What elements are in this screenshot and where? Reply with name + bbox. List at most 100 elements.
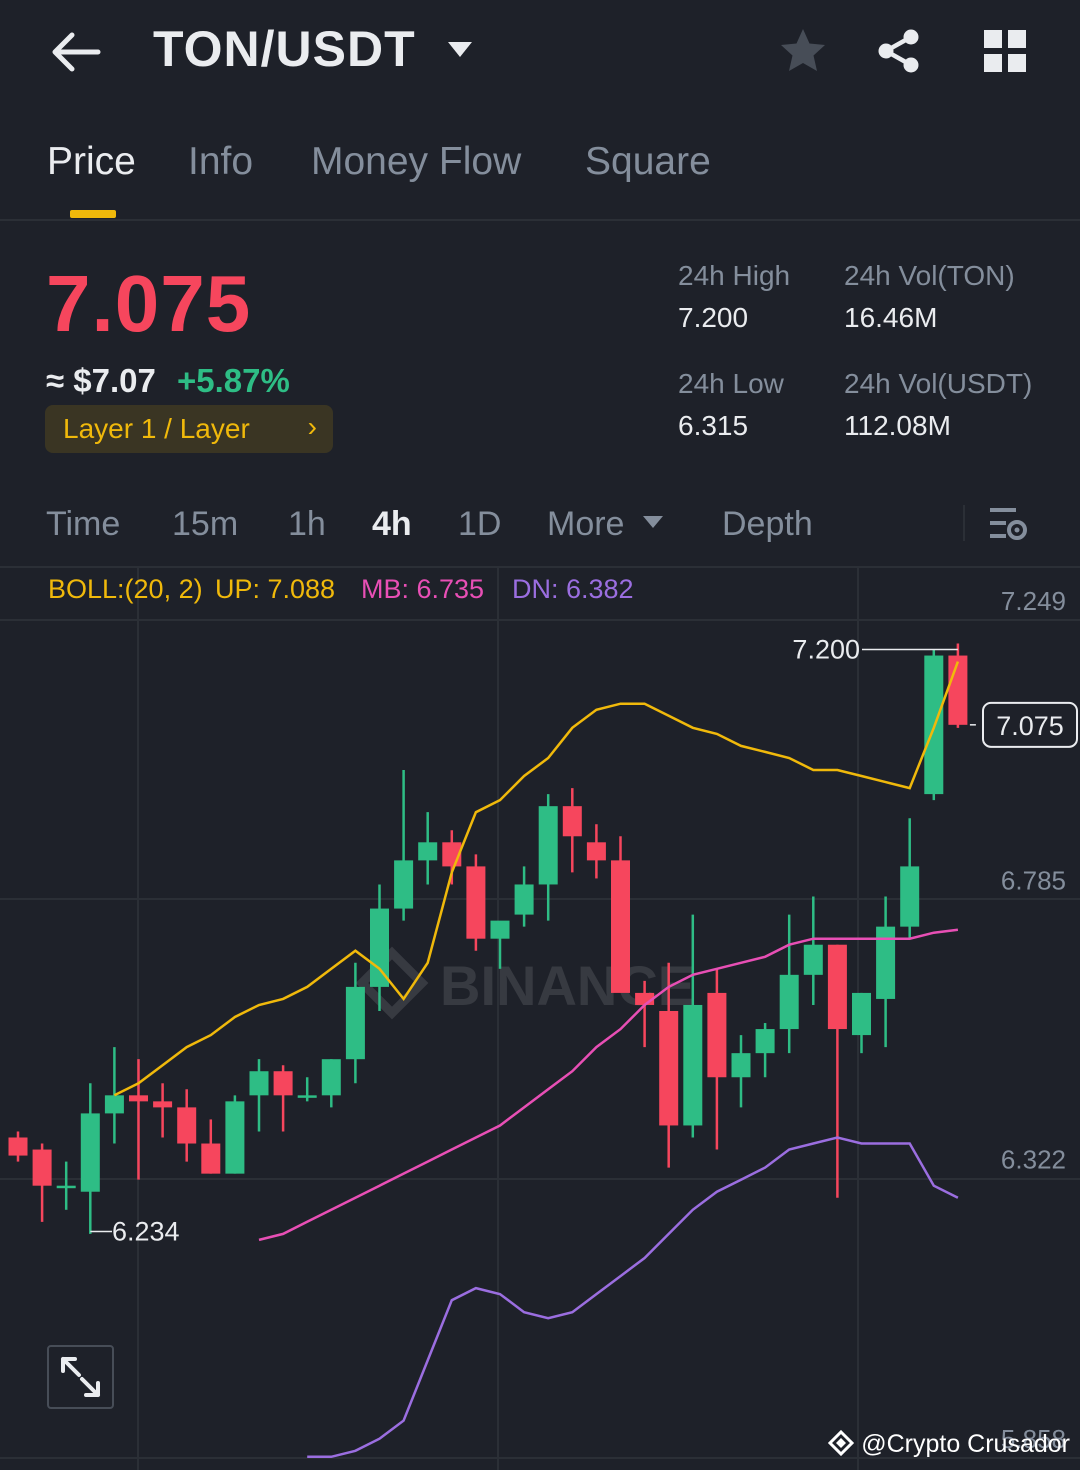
candle-body: [273, 1071, 293, 1096]
candle: [611, 836, 630, 993]
interval-1h[interactable]: 1h: [288, 505, 326, 543]
y-tick-label: 5.858: [1001, 1424, 1066, 1454]
candle: [900, 818, 920, 939]
candle-body: [514, 884, 534, 915]
candle: [297, 1077, 317, 1102]
candle-body: [56, 1185, 76, 1189]
candle: [562, 788, 582, 873]
candle-body: [827, 944, 847, 1030]
tab-square[interactable]: Square: [585, 140, 711, 183]
candle-body: [852, 992, 871, 1036]
star-icon[interactable]: [778, 26, 828, 76]
svg-text:BINANCE: BINANCE: [440, 954, 695, 1017]
chart-settings-icon[interactable]: [988, 504, 1028, 544]
high-marker-label: 7.200: [792, 635, 860, 665]
boll-mb-line: [258, 928, 959, 1242]
watermark-label: @Crypto Crusador: [861, 1430, 1070, 1458]
usd-price: ≈ $7.07: [46, 362, 156, 399]
candle-body: [418, 842, 438, 861]
fullscreen-button[interactable]: [47, 1345, 114, 1409]
boll-mb: MB: 6.735: [361, 574, 485, 604]
interval-15m[interactable]: 15m: [172, 505, 239, 543]
candle: [586, 824, 606, 879]
candle-body: [611, 860, 630, 993]
vol-usdt-label: 24h Vol(USDT): [844, 368, 1033, 399]
y-tick-label: 6.785: [1001, 866, 1066, 896]
candle: [177, 1089, 197, 1162]
divider: [0, 219, 1080, 221]
interval-time[interactable]: Time: [46, 505, 121, 543]
boll-label: BOLL:(20, 2): [48, 574, 203, 604]
boll-dn-line: [307, 1136, 959, 1459]
candle: [153, 1083, 173, 1138]
candle: [321, 1059, 341, 1108]
last-price-tag: [982, 701, 1078, 748]
candle-body: [803, 944, 823, 975]
candle-body: [538, 806, 558, 885]
high-label: 24h High: [678, 260, 791, 291]
candle-body: [731, 1053, 751, 1078]
candle-body: [129, 1095, 148, 1102]
last-price-tag-label: 7.075: [996, 711, 1064, 741]
active-tab-indicator: [70, 210, 116, 218]
candle-body: [153, 1101, 173, 1108]
watermark-text: @Crypto Crusador: [828, 1429, 1070, 1459]
category-label: Layer 1 / Layer: [63, 413, 250, 444]
last-price: 7.075: [46, 259, 252, 348]
candle: [852, 992, 871, 1054]
candle: [707, 968, 727, 1150]
candle: [249, 1059, 269, 1132]
candle: [948, 643, 968, 728]
interval-depth[interactable]: Depth: [722, 505, 813, 543]
caret-down-icon[interactable]: [642, 514, 664, 530]
candle: [827, 944, 847, 1198]
interval-4h[interactable]: 4h: [372, 505, 412, 543]
share-icon[interactable]: [874, 26, 924, 76]
candle: [80, 1083, 100, 1234]
candle: [538, 794, 558, 921]
candle-body: [562, 806, 582, 837]
high-value: 7.200: [678, 302, 749, 333]
header-bar: TON/USDT: [0, 0, 1080, 110]
candlestick-chart[interactable]: BINANCE 7.249 6.785 6.322 5.858 7.200 6.234 7…: [0, 568, 1080, 1470]
interval-1d[interactable]: 1D: [458, 505, 502, 543]
caret-down-icon[interactable]: [446, 38, 474, 62]
expand-icon: [61, 1357, 100, 1397]
candle-body: [80, 1113, 100, 1192]
pair-title[interactable]: TON/USDT: [153, 21, 416, 77]
candle-body: [586, 842, 606, 861]
tab-info[interactable]: Info: [188, 140, 254, 183]
candle-body: [707, 992, 727, 1078]
candle-body: [345, 986, 365, 1060]
candle: [225, 1095, 245, 1174]
candle-body: [321, 1059, 341, 1096]
candle: [731, 1035, 751, 1108]
chart-gridlines: [0, 568, 1080, 1470]
candle: [876, 896, 896, 1048]
grid-icon[interactable]: [982, 28, 1028, 74]
candle: [370, 884, 389, 1011]
tab-price[interactable]: Price: [47, 140, 136, 183]
low-marker-label: 6.234: [112, 1216, 180, 1246]
candle-body: [490, 920, 510, 939]
category-tag[interactable]: Layer 1 / Layer ›: [45, 405, 333, 453]
boll-dn: DN: 6.382: [512, 574, 634, 604]
candle-body: [370, 908, 389, 987]
tab-money-flow[interactable]: Money Flow: [311, 140, 522, 183]
candle-body: [683, 1004, 703, 1126]
divider: [0, 566, 1080, 568]
candle: [129, 1059, 148, 1180]
candle-body: [225, 1101, 245, 1174]
candle: [803, 896, 823, 1005]
candle-body: [900, 866, 920, 927]
candle: [273, 1065, 293, 1132]
back-arrow-icon[interactable]: [48, 26, 104, 78]
candle-body: [394, 860, 414, 909]
candle-body: [466, 866, 486, 939]
candle-body: [8, 1137, 28, 1156]
candle: [394, 770, 414, 921]
candle-body: [249, 1071, 269, 1096]
candle: [418, 812, 438, 885]
interval-more[interactable]: More: [547, 505, 625, 543]
vol-ton-label: 24h Vol(TON): [844, 260, 1015, 291]
